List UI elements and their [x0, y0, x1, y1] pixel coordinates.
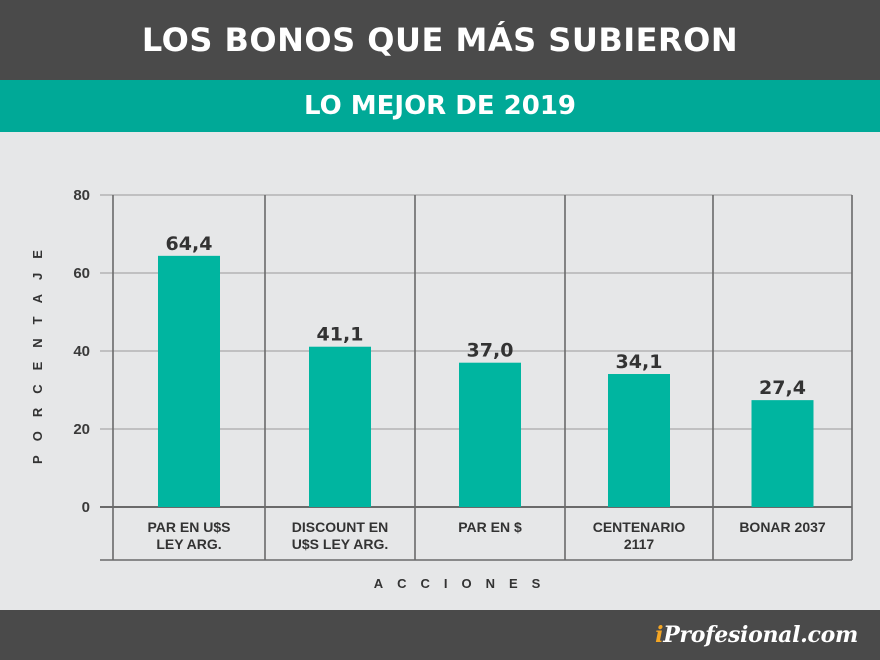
chart-title: LOS BONOS QUE MÁS SUBIERON [141, 21, 739, 59]
chart-subtitle: LO MEJOR DE 2019 [303, 91, 577, 121]
data-label: 64,4 [166, 233, 213, 255]
bar [751, 400, 814, 507]
x-tick-label: 2117 [624, 536, 655, 552]
y-tick-label: 20 [73, 421, 90, 438]
brand-logo-i: i [655, 622, 664, 648]
chart-title-bar: LOS BONOS QUE MÁS SUBIERON [0, 0, 880, 80]
data-label: 34,1 [616, 351, 663, 373]
footer-bar: iProfesional.com [0, 610, 880, 660]
data-label: 41,1 [317, 324, 364, 346]
x-tick-label: PAR EN U$S [148, 519, 231, 535]
x-tick-label: LEY ARG. [156, 536, 221, 552]
brand-logo-text: Profesional.com [663, 622, 858, 648]
y-tick-label: 0 [82, 499, 90, 516]
x-tick-label: BONAR 2037 [739, 519, 826, 535]
y-axis-title: PORCENTAJE [30, 236, 45, 464]
data-label: 27,4 [759, 377, 806, 399]
x-axis-title: ACCIONES [374, 576, 555, 591]
y-tick-label: 40 [73, 343, 90, 360]
bar [608, 374, 670, 507]
x-tick-label: PAR EN $ [458, 519, 522, 535]
bar [459, 362, 521, 507]
y-tick-label: 80 [73, 187, 90, 204]
data-label: 37,0 [467, 340, 514, 362]
bar [309, 346, 371, 507]
y-tick-label: 60 [73, 265, 90, 282]
x-tick-label: CENTENARIO [593, 519, 686, 535]
brand-logo[interactable]: iProfesional.com [655, 622, 858, 648]
bar [158, 255, 220, 507]
x-tick-label: U$S LEY ARG. [292, 536, 388, 552]
x-tick-label: DISCOUNT EN [292, 519, 388, 535]
chart-subtitle-bar: LO MEJOR DE 2019 [0, 80, 880, 132]
